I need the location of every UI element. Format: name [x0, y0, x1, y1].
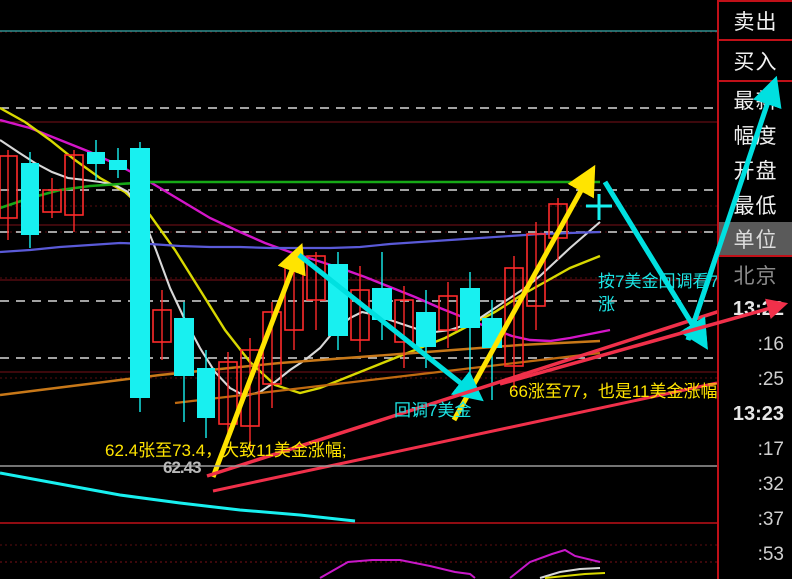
candle [218, 352, 238, 442]
quote-row-open[interactable]: 开盘 [719, 152, 792, 187]
time-label: :53 [757, 543, 784, 565]
chart-canvas [0, 30, 717, 579]
time-axis-list: 13:22 :16 :25 13:23 :17 :32 :37 :53 13:2… [719, 292, 792, 579]
time-label: :32 [757, 473, 784, 495]
ma-green-line [0, 180, 600, 210]
candle [0, 150, 18, 240]
candle [152, 290, 172, 360]
annotation-forecast-line1: 按7美金回调看70再上 [598, 272, 717, 291]
time-row: 13:23 [719, 397, 792, 432]
annotation-high-rise: 66涨至77，也是11美金涨幅 [509, 382, 717, 401]
quote-label-latest: 最新 [733, 89, 778, 113]
time-row: 13:22 [719, 292, 792, 327]
candle [109, 148, 127, 178]
subpanel-yellow-line [544, 572, 606, 579]
down-arrow-forecast-cyan [602, 180, 708, 350]
candle [87, 140, 105, 180]
buy-button[interactable]: 买入 [719, 41, 792, 82]
time-row: :32 [719, 467, 792, 502]
up-arrow-forecast-cyan [685, 245, 717, 341]
candle [197, 350, 215, 438]
down-arrow-pullback-cyan [297, 253, 484, 402]
time-label: 13:23 [732, 403, 784, 425]
quote-label-unit: 单位 [733, 228, 778, 252]
time-row: :25 [719, 362, 792, 397]
time-row: :16 [719, 327, 792, 362]
candle [42, 178, 62, 218]
candle [240, 338, 260, 448]
sell-button[interactable]: 卖出 [719, 0, 792, 41]
price-level-dashed [0, 107, 717, 359]
annotation-pullback: 回调7美金 [394, 401, 472, 420]
candle [394, 286, 414, 368]
buy-button-label: 买入 [733, 50, 778, 74]
time-row: :53 [719, 537, 792, 572]
time-row: :37 [719, 502, 792, 537]
candle [64, 150, 84, 232]
subpanel-white-line [539, 567, 601, 579]
time-label: :25 [757, 368, 784, 390]
candle [372, 252, 392, 340]
quote-row-beijing[interactable]: 北京 [719, 257, 792, 292]
candlestick-chart[interactable]: 62.4张至73.4，大致11美金涨幅; 回调7美金 66涨至77，也是11美金… [0, 0, 717, 579]
candle [130, 142, 150, 412]
candle [460, 272, 480, 380]
ma-blue-line [0, 230, 601, 254]
right-sidebar: 卖出 买入 最新 幅度 开盘 最低 单位 北京 [717, 0, 792, 579]
time-label: :16 [757, 333, 784, 355]
quote-row-unit[interactable]: 单位 [719, 222, 792, 257]
quote-label-beijing: 北京 [733, 264, 778, 288]
quote-row-latest[interactable]: 最新 [719, 82, 792, 117]
crosshair-cursor[interactable] [586, 194, 612, 220]
time-label: 13:22 [732, 298, 784, 320]
annotation-forecast-line2: 涨 [598, 295, 615, 314]
candle [174, 302, 194, 422]
candle [438, 282, 458, 348]
quote-field-list: 最新 幅度 开盘 最低 单位 北京 [719, 82, 792, 292]
subpanel-magenta-line [319, 548, 601, 579]
time-label: :17 [757, 438, 784, 460]
candle [21, 152, 39, 248]
candle-series [0, 140, 568, 448]
time-row: :17 [719, 432, 792, 467]
ma-yellow-line [0, 106, 601, 395]
price-level-label: 62.43 [163, 458, 202, 477]
quote-label-change-range: 幅度 [733, 124, 778, 148]
candle [328, 252, 348, 350]
time-label: :37 [757, 508, 784, 530]
subpanel-cyan-line [0, 471, 356, 523]
sell-button-label: 卖出 [733, 10, 778, 34]
quote-label-open: 开盘 [733, 159, 778, 183]
quote-row-change-range[interactable]: 幅度 [719, 117, 792, 152]
time-row: 13:24 [719, 572, 792, 579]
quote-row-low[interactable]: 最低 [719, 187, 792, 222]
trend-line-red-lower [212, 381, 717, 493]
annotation-low-rise: 62.4张至73.4，大致11美金涨幅; [105, 441, 347, 460]
quote-label-low: 最低 [733, 194, 778, 218]
candle [350, 266, 370, 352]
up-arrow-left-yellow [210, 242, 306, 478]
